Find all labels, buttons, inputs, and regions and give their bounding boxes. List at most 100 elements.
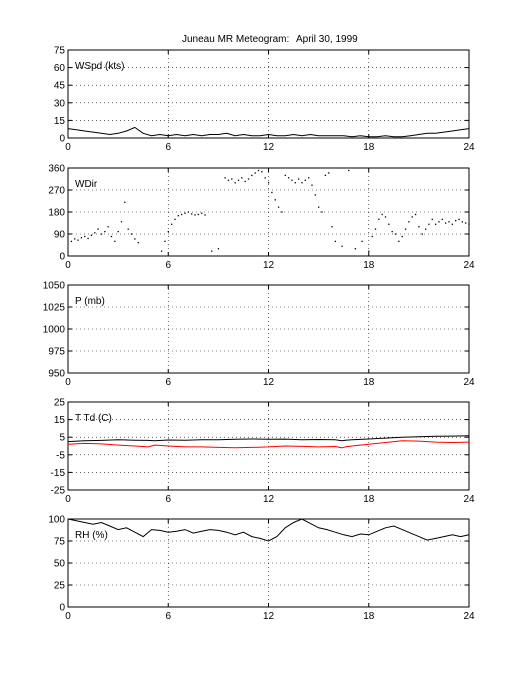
data-point — [311, 184, 313, 186]
series-line-1 — [67, 440, 470, 449]
panel-label: WDir — [75, 179, 98, 190]
data-point — [334, 240, 337, 243]
x-tick-label: 6 — [165, 142, 171, 153]
y-tick-label: 0 — [59, 134, 65, 145]
data-point — [271, 191, 273, 194]
data-point — [191, 213, 193, 215]
data-point — [431, 218, 433, 221]
data-point — [160, 250, 163, 252]
data-point — [177, 215, 179, 217]
data-point — [77, 239, 79, 241]
data-point — [120, 221, 123, 223]
y-tick-label: 950 — [48, 369, 65, 380]
y-tick-label: 270 — [48, 186, 65, 197]
x-tick-label: 24 — [463, 377, 475, 388]
data-point — [384, 216, 387, 218]
data-point — [331, 226, 333, 228]
data-point — [374, 228, 377, 230]
y-tick-label: 45 — [54, 81, 66, 92]
data-point — [277, 206, 280, 208]
data-point — [368, 250, 370, 252]
data-point — [244, 180, 246, 183]
y-tick-label: 15 — [54, 415, 66, 426]
data-point — [137, 241, 139, 244]
x-tick-label: 12 — [263, 377, 275, 388]
data-point — [401, 235, 403, 238]
data-point — [388, 223, 390, 225]
data-point — [74, 238, 76, 240]
y-tick-label: 0 — [59, 603, 65, 614]
y-tick-label: 25 — [54, 581, 66, 592]
data-point — [110, 235, 113, 238]
data-point — [451, 223, 453, 225]
data-point — [114, 240, 116, 243]
data-point — [167, 230, 169, 233]
data-point — [251, 174, 253, 177]
x-tick-label: 12 — [263, 611, 275, 622]
data-point — [291, 179, 293, 181]
y-tick-label: 5 — [59, 433, 65, 444]
data-point — [197, 213, 200, 216]
data-point — [398, 240, 400, 243]
panel-4: 0 6 12 18 24 0 25 50 75 100 RH (%) — [48, 515, 475, 623]
panel-label: RH (%) — [75, 530, 108, 541]
data-point — [241, 177, 243, 179]
y-tick-label: 75 — [54, 537, 66, 548]
data-point — [261, 171, 263, 173]
data-point — [127, 228, 129, 230]
data-point — [184, 212, 186, 214]
y-tick-label: 1025 — [43, 303, 66, 314]
data-point — [455, 219, 457, 222]
x-tick-label: 0 — [65, 611, 71, 622]
data-point — [445, 222, 447, 224]
data-point — [224, 177, 226, 179]
chart-title-station: Juneau MR Meteogram: — [182, 34, 289, 45]
y-tick-label: -5 — [56, 450, 65, 461]
data-point — [328, 172, 330, 174]
panel-label: WSpd (kts) — [75, 61, 124, 72]
panel-0: 0 6 12 18 24 0 15 30 45 60 75 WSpd (kts) — [54, 46, 475, 154]
data-point — [468, 223, 470, 225]
data-point — [181, 213, 183, 216]
data-point — [465, 222, 467, 224]
y-tick-label: -25 — [51, 486, 66, 497]
data-point — [124, 201, 126, 203]
x-tick-label: 12 — [263, 260, 275, 271]
data-point — [371, 235, 373, 238]
data-point — [94, 232, 96, 234]
x-tick-label: 6 — [165, 611, 171, 622]
data-point — [284, 174, 286, 177]
x-tick-label: 18 — [363, 494, 375, 505]
x-tick-label: 12 — [263, 142, 275, 153]
data-point — [237, 179, 240, 181]
series-line-0 — [67, 435, 470, 443]
data-point — [164, 240, 166, 243]
data-point — [170, 223, 173, 225]
x-tick-label: 0 — [65, 260, 71, 271]
y-tick-label: 975 — [48, 347, 65, 358]
y-tick-label: 50 — [54, 559, 66, 570]
data-point — [458, 218, 460, 221]
data-point — [404, 228, 407, 230]
panel-1: 0 6 12 18 24 0 90 180 270 360 WDir — [48, 164, 475, 272]
data-point — [201, 212, 203, 214]
data-point — [318, 206, 320, 208]
data-point — [90, 234, 93, 236]
data-point — [134, 238, 136, 240]
data-point — [308, 177, 310, 179]
data-point — [107, 226, 109, 228]
x-tick-label: 24 — [463, 260, 475, 271]
x-tick-label: 18 — [363, 260, 375, 271]
data-point — [294, 182, 296, 184]
x-tick-label: 6 — [165, 494, 171, 505]
series-line-0 — [67, 518, 470, 542]
data-point — [361, 240, 363, 243]
data-point — [117, 230, 119, 233]
data-point — [391, 230, 393, 233]
panel-label: P (mb) — [75, 296, 105, 307]
x-tick-label: 18 — [363, 377, 375, 388]
data-point — [227, 179, 230, 181]
data-point — [428, 223, 430, 225]
data-point — [247, 178, 250, 180]
chart-title-date: April 30, 1999 — [296, 34, 358, 45]
